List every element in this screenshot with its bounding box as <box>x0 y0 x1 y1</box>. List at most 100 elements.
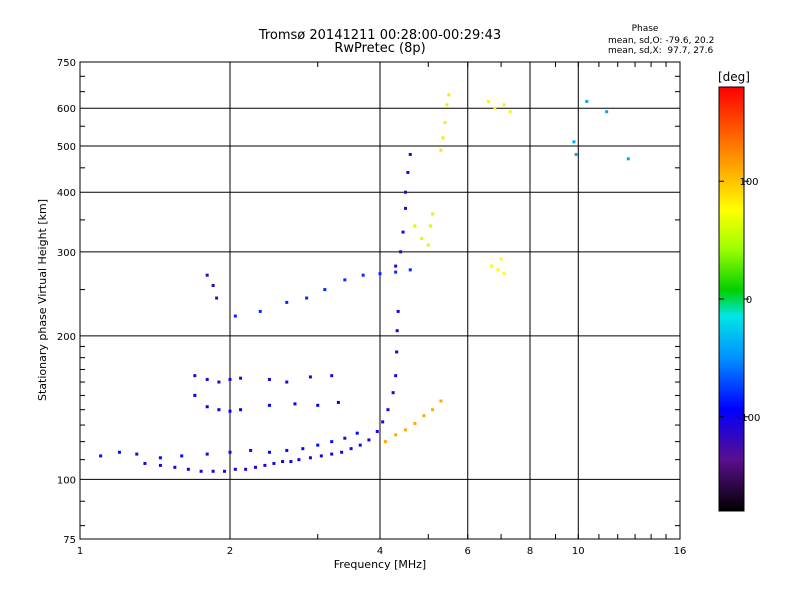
data-point <box>330 452 334 456</box>
phase-stats-o: mean, sd,O: -79.6, 20.2 <box>608 36 714 46</box>
data-point <box>395 329 399 333</box>
y-tick-labels: 75 100 200 300 400 500 600 750 <box>57 58 76 546</box>
data-point <box>447 93 451 97</box>
data-point <box>420 236 424 240</box>
data-point <box>626 157 630 161</box>
data-point <box>239 408 243 412</box>
data-point <box>316 403 320 407</box>
data-point <box>394 374 398 378</box>
y-tick-label: 500 <box>57 142 76 153</box>
data-point <box>319 454 323 458</box>
colorbar-label: [deg] <box>718 70 750 84</box>
data-point <box>228 450 232 454</box>
data-point <box>426 243 430 247</box>
data-point <box>499 257 503 261</box>
data-point <box>308 456 312 460</box>
data-point <box>486 99 490 103</box>
data-point <box>99 454 103 458</box>
data-point <box>158 456 162 460</box>
data-point <box>572 140 576 144</box>
data-point <box>441 136 445 140</box>
data-point <box>403 428 407 432</box>
data-point <box>301 447 305 451</box>
data-point <box>253 465 257 469</box>
x-axis-label: Frequency [MHz] <box>334 558 426 571</box>
data-point <box>267 403 271 407</box>
data-point <box>285 300 289 304</box>
data-point <box>378 272 382 276</box>
data-point <box>205 452 209 456</box>
x-tick-label: 4 <box>377 546 383 557</box>
y-tick-label: 300 <box>57 248 76 259</box>
data-point <box>496 268 500 272</box>
data-point <box>355 431 359 435</box>
data-point <box>316 443 320 447</box>
x-tick-labels: 1 2 4 6 8 10 16 <box>77 546 687 557</box>
data-point <box>408 152 412 156</box>
chart-title: Tromsø 20141211 00:28:00-00:29:43 <box>258 28 501 43</box>
data-point <box>267 450 271 454</box>
data-point <box>383 440 387 444</box>
phase-stats-x: mean, sd,X: 97.7, 27.6 <box>608 46 714 56</box>
data-point <box>413 421 417 425</box>
data-point <box>422 414 426 418</box>
data-point <box>413 224 417 228</box>
colorbar-tick-label: -100 <box>738 413 761 424</box>
data-point <box>223 469 227 473</box>
data-point <box>381 420 385 424</box>
data-point <box>199 469 203 473</box>
data-point <box>336 400 340 404</box>
y-tick-label: 100 <box>57 475 76 486</box>
phase-stats-label: Phase <box>632 24 659 34</box>
data-point <box>285 380 289 384</box>
data-point <box>263 463 267 467</box>
data-point <box>508 110 512 114</box>
data-point <box>349 447 353 451</box>
data-point <box>574 152 578 156</box>
data-point <box>585 99 589 103</box>
data-point <box>431 408 435 412</box>
data-point <box>267 377 271 381</box>
data-point <box>272 461 276 465</box>
data-points <box>99 93 630 473</box>
data-point <box>186 467 190 471</box>
data-point <box>297 458 301 462</box>
data-point <box>401 230 405 234</box>
y-axis-label: Stationary phase Virtual Height [km] <box>36 199 49 401</box>
data-point <box>403 190 407 194</box>
data-point <box>285 448 289 452</box>
data-point <box>244 467 248 471</box>
colorbar-tick-label: 0 <box>746 295 752 306</box>
data-point <box>228 409 232 413</box>
data-point <box>439 148 443 152</box>
data-point <box>439 399 443 403</box>
data-point <box>605 110 609 114</box>
x-tick-label: 1 <box>77 546 83 557</box>
data-point <box>386 408 390 412</box>
data-point <box>391 391 395 395</box>
data-point <box>408 268 412 272</box>
data-point <box>217 380 221 384</box>
data-point <box>399 250 403 254</box>
data-point <box>173 465 177 469</box>
y-tick-label: 600 <box>57 104 76 115</box>
data-point <box>215 296 219 300</box>
data-point <box>193 393 197 397</box>
data-point <box>403 206 407 210</box>
data-point <box>211 283 215 287</box>
data-point <box>233 467 237 471</box>
data-point <box>493 106 497 110</box>
data-point <box>330 440 334 444</box>
data-point <box>431 212 435 216</box>
x-tick-label: 16 <box>674 546 687 557</box>
y-tick-label: 200 <box>57 332 76 343</box>
colorbar-ticks: -100 0 100 <box>719 177 760 424</box>
axis-ticks <box>79 62 681 539</box>
data-point <box>502 272 506 276</box>
data-point <box>445 103 449 107</box>
y-tick-label: 400 <box>57 188 76 199</box>
data-point <box>443 121 447 125</box>
data-point <box>281 460 285 464</box>
data-point <box>395 350 399 354</box>
